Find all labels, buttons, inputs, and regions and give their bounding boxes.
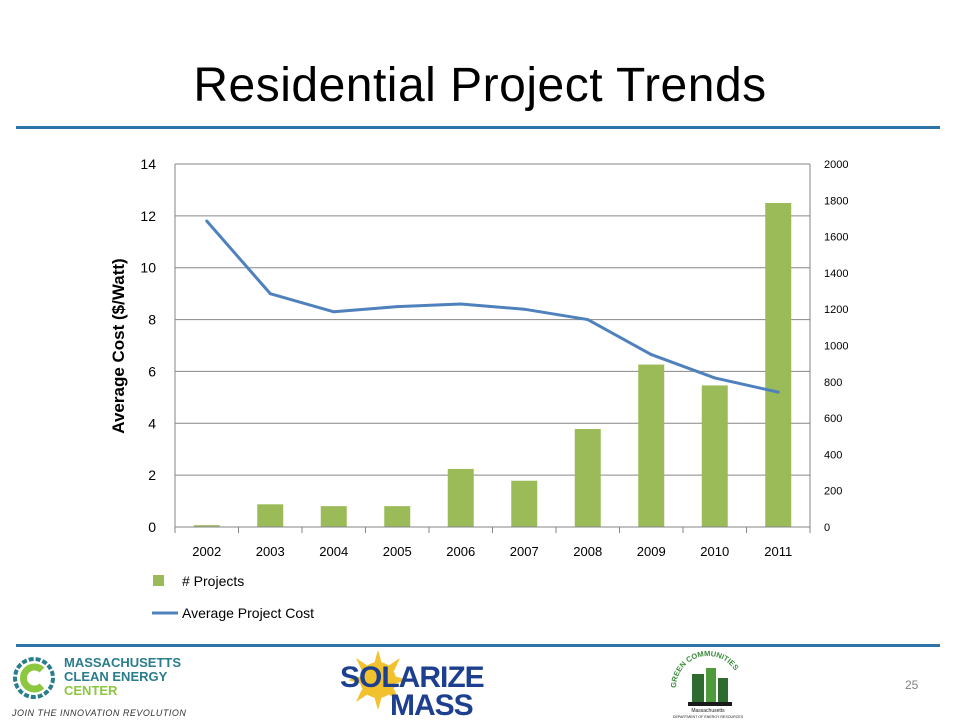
y-tick-label: 10 bbox=[140, 260, 156, 276]
green-communities-arc-text: GREEN COMMUNITIES bbox=[669, 649, 741, 688]
x-tick-label: 2008 bbox=[573, 544, 602, 559]
x-tick-label: 2005 bbox=[383, 544, 412, 559]
mcec-line-1: MASSACHUSETTS bbox=[64, 655, 182, 670]
line-point bbox=[586, 318, 590, 322]
line-point bbox=[395, 305, 399, 309]
y2-tick-label: 1800 bbox=[824, 195, 848, 207]
mass-wordmark: MASS bbox=[390, 689, 474, 722]
green-communities-logo: GREEN COMMUNITIES Massachusetts DEPARTME… bbox=[669, 649, 744, 719]
legend-swatch-projects bbox=[153, 575, 164, 586]
solarize-wordmark: SOLARIZE bbox=[340, 661, 485, 694]
svg-text:GREEN COMMUNITIES: GREEN COMMUNITIES bbox=[669, 649, 741, 688]
y-tick-label: 14 bbox=[140, 156, 156, 172]
footer-divider bbox=[16, 644, 940, 647]
x-tick-label: 2004 bbox=[319, 544, 348, 559]
bar-series bbox=[193, 203, 792, 527]
x-tick-label: 2009 bbox=[637, 544, 666, 559]
y-tick-label: 0 bbox=[148, 519, 156, 535]
y-tick-label: 4 bbox=[148, 415, 156, 431]
x-tick-label: 2011 bbox=[764, 544, 792, 559]
line-point bbox=[713, 376, 717, 380]
bar bbox=[701, 385, 728, 527]
x-tick-label: 2010 bbox=[700, 544, 729, 559]
y2-tick-label: 1400 bbox=[824, 268, 848, 280]
bar bbox=[765, 203, 792, 527]
line-point bbox=[205, 219, 209, 223]
bar bbox=[384, 506, 411, 527]
mcec-c-icon bbox=[13, 657, 55, 699]
y-tick-label: 2 bbox=[148, 467, 156, 483]
line-point bbox=[459, 302, 463, 306]
x-tick-label: 2003 bbox=[256, 544, 285, 559]
solarize-mass-logo: SOLARIZE MASS bbox=[330, 648, 490, 722]
y2-tick-label: 800 bbox=[824, 377, 842, 389]
bar bbox=[447, 468, 474, 527]
y-tick-label: 12 bbox=[140, 208, 156, 224]
page-number: 25 bbox=[905, 678, 919, 692]
y2-tick-label: 0 bbox=[824, 522, 830, 534]
y2-tick-label: 1600 bbox=[824, 232, 848, 244]
bar bbox=[257, 504, 284, 527]
slide-title: Residential Project Trends bbox=[193, 59, 767, 112]
title-divider bbox=[16, 126, 940, 129]
y2-tick-label: 1000 bbox=[824, 341, 848, 353]
line-point bbox=[522, 307, 526, 311]
bar bbox=[193, 525, 220, 527]
y2-tick-label: 200 bbox=[824, 486, 842, 498]
x-tick-label: 2002 bbox=[192, 544, 221, 559]
line-series bbox=[205, 219, 780, 394]
y2-tick-label: 1200 bbox=[824, 304, 848, 316]
legend-label-projects: # Projects bbox=[182, 573, 244, 589]
mcec-line-3: CENTER bbox=[64, 683, 118, 698]
green-communities-sub2: DEPARTMENT OF ENERGY RESOURCES bbox=[673, 715, 744, 719]
line-point bbox=[332, 310, 336, 314]
bar bbox=[511, 480, 538, 527]
x-tick-label: 2007 bbox=[510, 544, 539, 559]
bar bbox=[320, 506, 347, 527]
bar bbox=[638, 364, 665, 527]
line-point bbox=[268, 292, 272, 296]
y2-tick-label: 2000 bbox=[824, 159, 848, 171]
legend-label-cost: Average Project Cost bbox=[182, 605, 314, 621]
y2-tick-label: 600 bbox=[824, 413, 842, 425]
bar bbox=[574, 428, 601, 527]
mcec-line-2: CLEAN ENERGY bbox=[64, 669, 168, 684]
y-axis-label: Average Cost ($/Watt) bbox=[109, 258, 128, 433]
mcec-logo: MASSACHUSETTS CLEAN ENERGY CENTER JOIN T… bbox=[8, 650, 228, 720]
y-tick-label: 6 bbox=[148, 363, 156, 379]
combo-chart: 0 2 4 6 8 10 12 14 0 200 400 600 800 1000 1200 1400 1600… bbox=[109, 156, 848, 621]
buildings-icon bbox=[688, 668, 732, 706]
axes: 0 2 4 6 8 10 12 14 0 200 400 600 800 1000 1200 1400 1600… bbox=[140, 156, 848, 559]
sun-icon bbox=[348, 650, 408, 710]
line-point bbox=[776, 390, 780, 394]
green-communities-sub: Massachusetts bbox=[691, 708, 725, 714]
mcec-wordmark: MASSACHUSETTS CLEAN ENERGY CENTER bbox=[64, 656, 181, 698]
y2-tick-label: 400 bbox=[824, 449, 842, 461]
line-path bbox=[205, 220, 779, 394]
y-tick-label: 8 bbox=[148, 312, 156, 328]
legend: # Projects Average Project Cost bbox=[152, 573, 314, 621]
line-point bbox=[649, 353, 653, 357]
x-tick-label: 2006 bbox=[446, 544, 475, 559]
mcec-tagline: JOIN THE INNOVATION REVOLUTION bbox=[12, 708, 187, 718]
